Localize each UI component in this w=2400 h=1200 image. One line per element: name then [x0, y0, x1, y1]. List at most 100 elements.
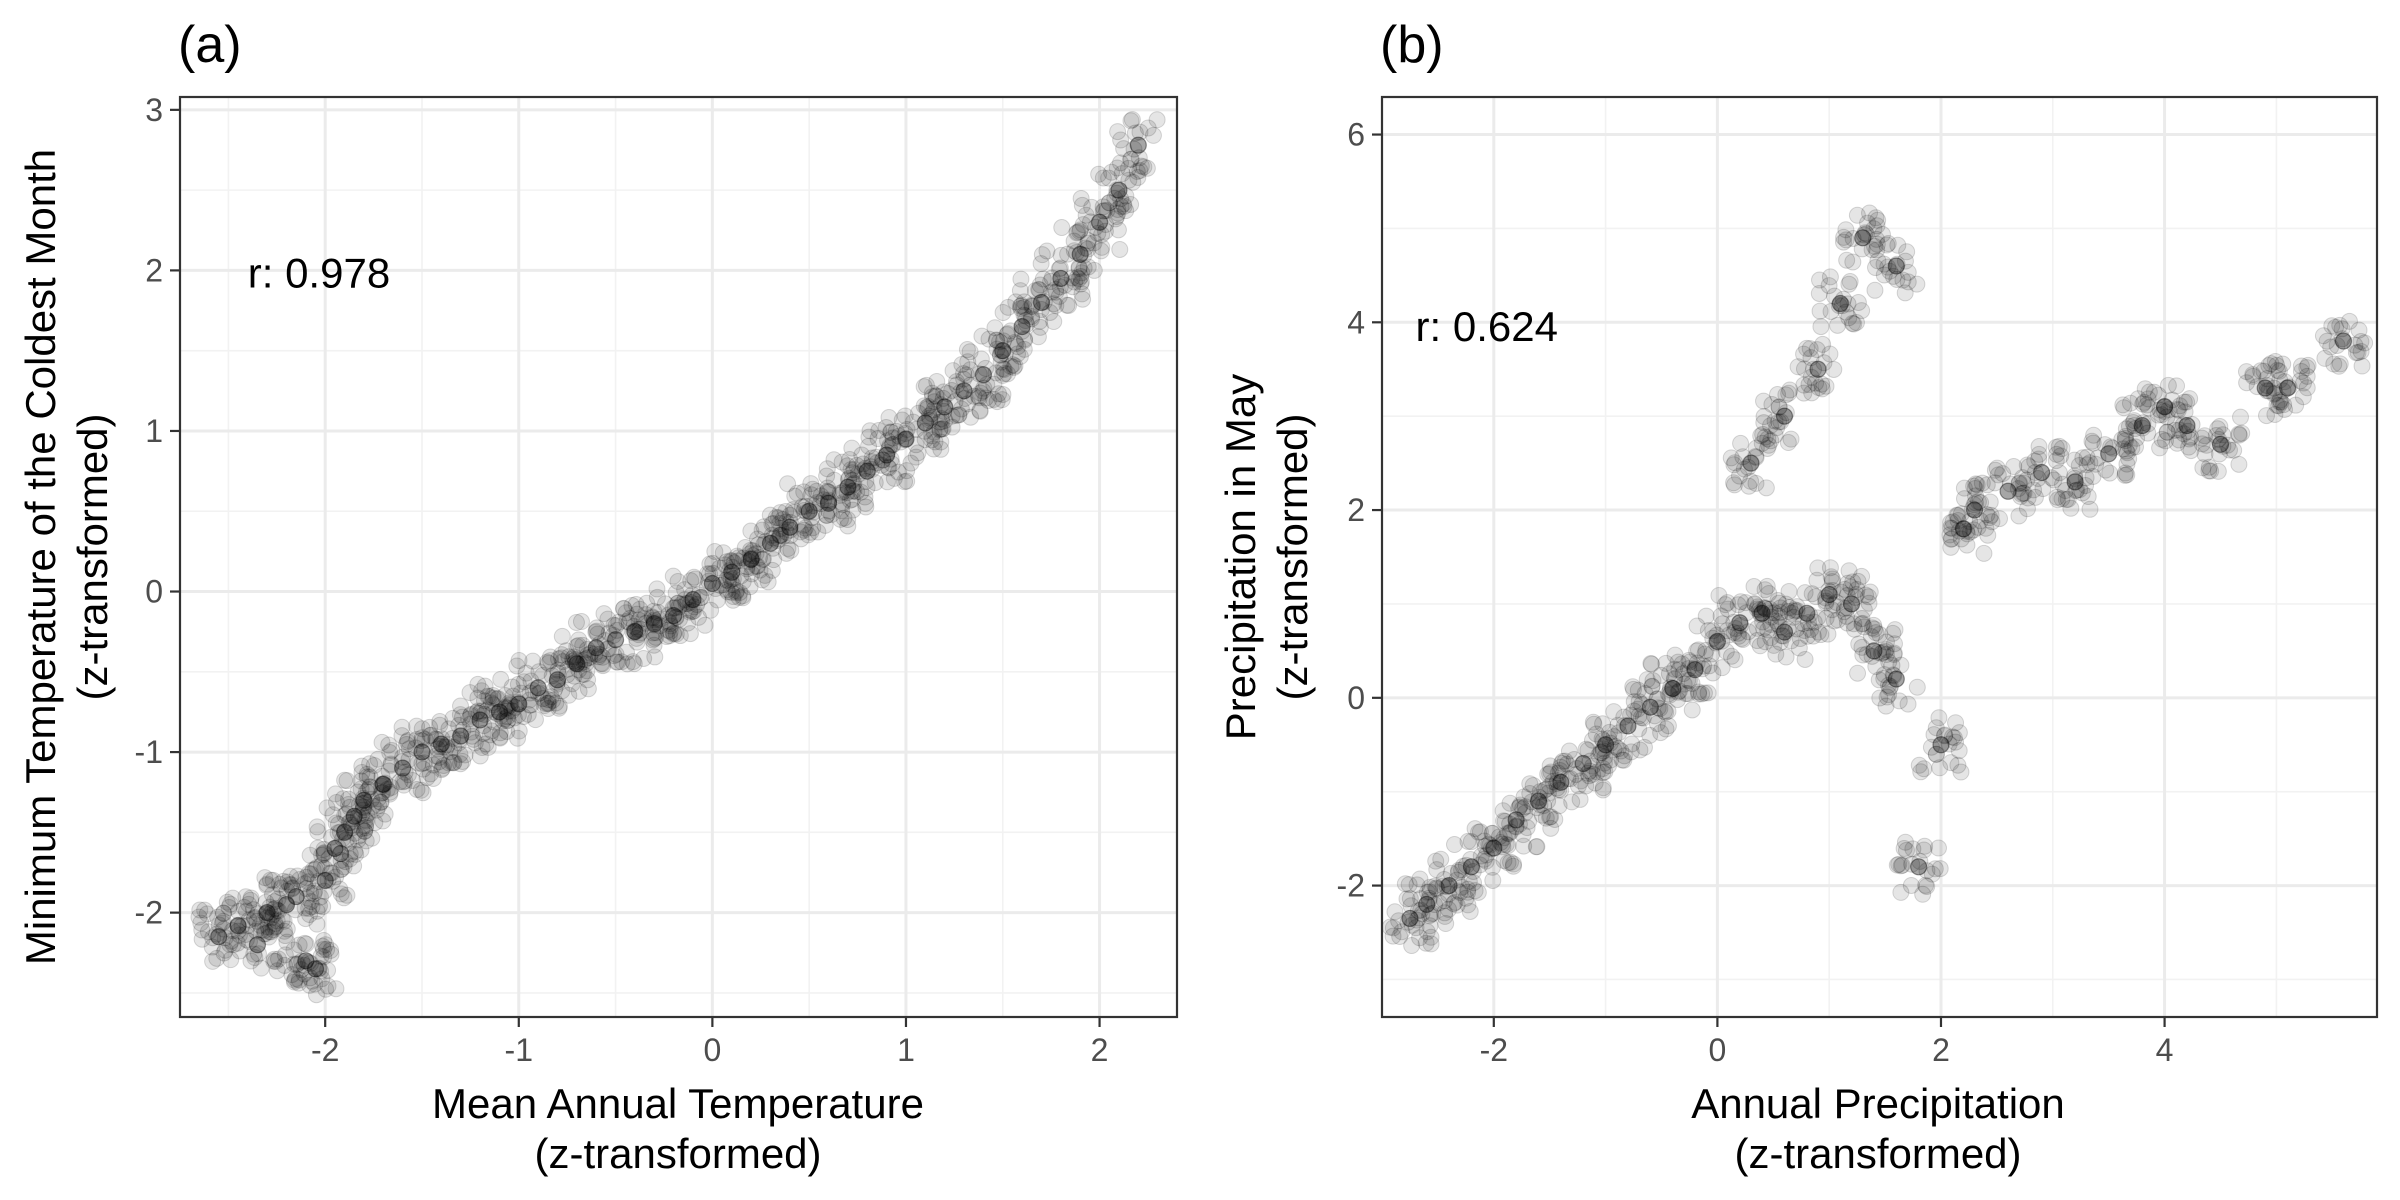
panel-b-data-point — [2258, 370, 2276, 388]
panel-a-data-point — [621, 609, 639, 627]
panel-a-data-point — [352, 841, 370, 859]
panel-a-data-point — [308, 915, 326, 933]
panel-a-data-point — [283, 879, 301, 897]
panel-a-data-point — [1005, 358, 1023, 376]
panel-a-data-point — [858, 462, 876, 480]
panel-a-data-point — [795, 483, 813, 501]
panel-a-data-point — [781, 518, 799, 536]
panel-a-data-point — [521, 696, 539, 714]
panel-a-data-point — [734, 573, 752, 591]
panel-a-data-point — [242, 952, 260, 970]
panel-a-data-point — [970, 365, 988, 383]
panel-a-data-point — [264, 871, 282, 889]
panel-b-y-title-line1: Precipitation in May — [1217, 374, 1264, 741]
panel-a-data-point — [462, 723, 480, 741]
panel-b-data-point — [1422, 928, 1440, 946]
panel-b-data-point — [1480, 835, 1498, 853]
panel-a-data-point — [1063, 269, 1081, 287]
panel-b-data-point — [1927, 719, 1945, 737]
panel-a-data-point — [1082, 213, 1100, 231]
panel-b-data-point — [1853, 638, 1871, 656]
panel-a-data-point — [565, 648, 583, 666]
panel-b-data-point — [2168, 400, 2186, 418]
panel-a-data-point — [370, 797, 388, 815]
panel-b-data-point — [1511, 796, 1529, 814]
panel-a-data-point — [297, 880, 315, 898]
panel-a-data-point — [1052, 246, 1070, 264]
panel-a-data-point — [755, 535, 773, 553]
panel-a-x-tick-label: -1 — [505, 1032, 533, 1068]
panel-a-data-point — [462, 715, 480, 733]
panel-a-y-title-line2: (z-transformed) — [69, 413, 116, 700]
panel-b-data-point — [1477, 852, 1495, 870]
panel-b-data-point — [2158, 423, 2176, 441]
panel-a-data-point — [196, 901, 214, 919]
panel-a-data-point — [579, 671, 597, 689]
panel-b-data-point — [1438, 878, 1456, 896]
panel-b-data-point — [1466, 820, 1484, 838]
panel-a-data-point — [605, 616, 623, 634]
panel-a-data-point — [932, 433, 950, 451]
panel-a-data-point — [316, 859, 334, 877]
panel-a-data-point — [917, 376, 935, 394]
panel-a-data-point — [1135, 158, 1153, 176]
panel-a-data-point — [199, 923, 217, 941]
panel-a-data-point — [215, 920, 233, 938]
panel-a-data-point — [460, 710, 478, 728]
panel-a-data-point — [319, 977, 337, 995]
panel-a-data-point — [848, 483, 866, 501]
panel-a-data-point — [620, 613, 638, 631]
panel-a-data-point — [336, 806, 354, 824]
panel-a-data-point — [1131, 162, 1149, 180]
panel-a-data-point — [939, 384, 957, 402]
panel-a-data-point — [1072, 267, 1090, 285]
panel-a-data-point — [566, 654, 584, 672]
panel-a-data-point — [248, 912, 266, 930]
panel-a-data-point — [376, 774, 394, 792]
panel-a-data-point — [1015, 340, 1033, 358]
panel-a-data-point — [270, 950, 288, 968]
panel-b-data-point — [1975, 544, 1993, 562]
panel-a-data-point — [785, 504, 803, 522]
panel-a-data-point — [819, 479, 837, 497]
panel-a-data-point — [315, 840, 333, 858]
panel-a-data-point — [349, 783, 367, 801]
panel-b-data-point — [1465, 874, 1483, 892]
panel-a-data-point — [644, 631, 662, 649]
panel-a-data-point — [547, 694, 565, 712]
panel-a-data-point — [437, 738, 455, 756]
panel-a-data-point — [368, 801, 386, 819]
panel-a-data-point — [331, 880, 349, 898]
panel-a-data-point — [907, 436, 925, 454]
panel-a-data-point — [618, 655, 636, 673]
panel-a-data-point — [1059, 245, 1077, 263]
panel-a-data-point — [1004, 356, 1022, 374]
panel-b-data-point — [1384, 919, 1402, 937]
panel-a-data-point — [1112, 190, 1130, 208]
panel-a-data-point — [413, 720, 431, 738]
panel-b-data-point — [2299, 356, 2317, 374]
panel-a-data-point — [971, 402, 989, 420]
panel-b-data-point — [1811, 302, 1829, 320]
panel-a-data-point — [936, 412, 954, 430]
panel-a-data-point — [536, 697, 554, 715]
panel-a-data-point — [804, 480, 822, 498]
panel-a-data-point — [1074, 290, 1092, 308]
panel-a-data-point — [1112, 131, 1130, 149]
panel-a-data-point — [1122, 112, 1140, 130]
panel-a-data-point — [927, 387, 945, 405]
panel-a-data-point — [258, 876, 276, 894]
panel-a-data-point — [844, 482, 862, 500]
panel-a-data-point — [297, 868, 315, 886]
panel-a-data-point — [1043, 283, 1061, 301]
panel-b-data-point — [2193, 435, 2211, 453]
panel-a-data-point — [920, 407, 938, 425]
panel-a-data-point — [802, 523, 820, 541]
panel-a-data-point — [841, 491, 859, 509]
panel-a-data-point — [306, 975, 324, 993]
panel-a-data-point — [1109, 200, 1127, 218]
panel-a-data-point — [1115, 197, 1133, 215]
panel-a-data-point — [820, 491, 838, 509]
panel-a-data-point — [1148, 111, 1166, 129]
panel-a-data-point — [882, 450, 900, 468]
